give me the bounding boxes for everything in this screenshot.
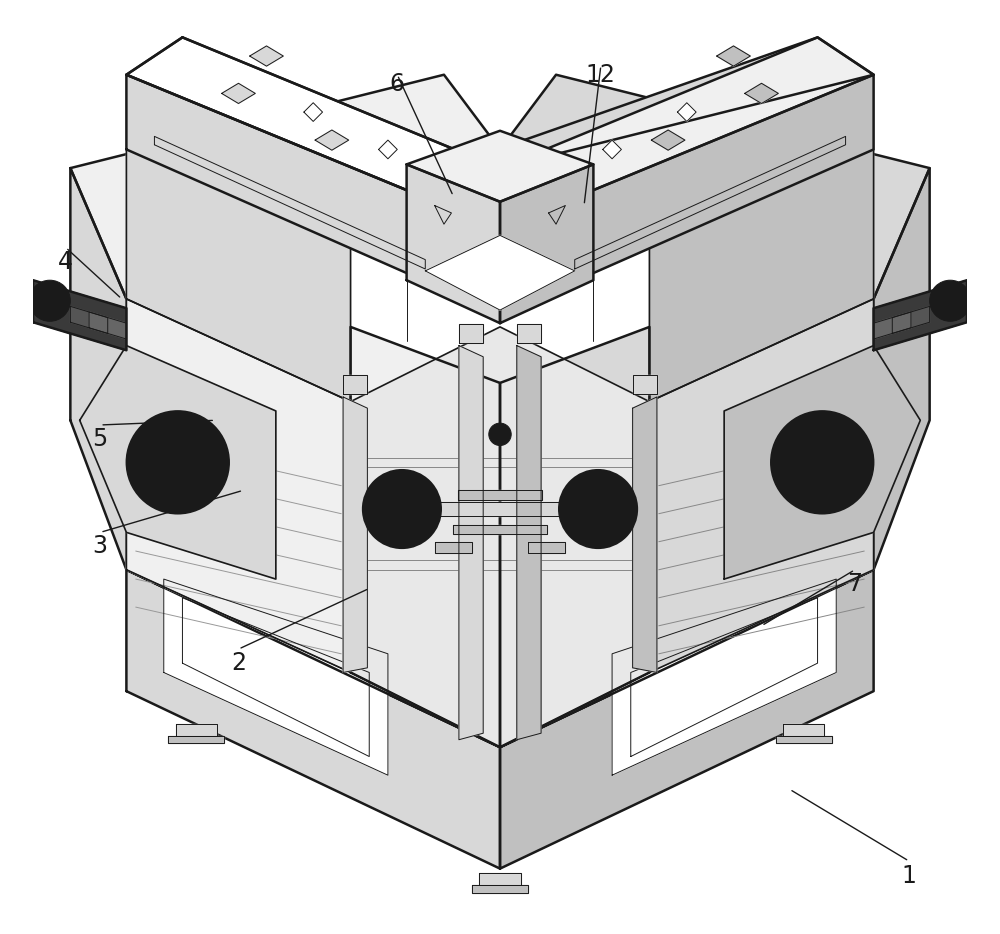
Polygon shape xyxy=(745,83,778,104)
Polygon shape xyxy=(407,131,593,202)
Polygon shape xyxy=(783,724,824,736)
Polygon shape xyxy=(126,299,351,672)
Polygon shape xyxy=(472,885,528,893)
Text: 12: 12 xyxy=(586,63,616,87)
Polygon shape xyxy=(874,168,930,570)
Polygon shape xyxy=(459,346,483,740)
Polygon shape xyxy=(89,312,126,339)
Polygon shape xyxy=(874,312,911,339)
Circle shape xyxy=(930,280,971,321)
Polygon shape xyxy=(315,130,349,150)
Polygon shape xyxy=(304,103,323,121)
Circle shape xyxy=(771,411,874,514)
Polygon shape xyxy=(343,375,367,394)
Polygon shape xyxy=(677,103,696,121)
Polygon shape xyxy=(633,375,657,394)
Polygon shape xyxy=(126,570,500,869)
Circle shape xyxy=(126,411,229,514)
Polygon shape xyxy=(70,75,500,299)
Polygon shape xyxy=(479,873,521,885)
Polygon shape xyxy=(649,149,874,402)
Polygon shape xyxy=(435,542,472,553)
Circle shape xyxy=(150,434,206,490)
Polygon shape xyxy=(70,306,108,333)
Polygon shape xyxy=(500,37,874,205)
Circle shape xyxy=(381,488,422,530)
Polygon shape xyxy=(70,168,126,570)
Polygon shape xyxy=(500,75,930,299)
Polygon shape xyxy=(500,327,649,747)
Polygon shape xyxy=(528,542,565,553)
Polygon shape xyxy=(126,149,351,402)
Polygon shape xyxy=(612,579,836,775)
Text: 1: 1 xyxy=(902,864,917,888)
Polygon shape xyxy=(874,280,967,350)
Polygon shape xyxy=(459,324,483,343)
Polygon shape xyxy=(425,235,575,310)
Circle shape xyxy=(489,423,511,446)
Polygon shape xyxy=(365,502,635,516)
Polygon shape xyxy=(343,397,367,672)
Circle shape xyxy=(813,453,832,472)
Polygon shape xyxy=(717,46,750,66)
Polygon shape xyxy=(126,37,500,205)
Polygon shape xyxy=(517,324,541,343)
Polygon shape xyxy=(649,299,874,672)
Polygon shape xyxy=(517,346,541,740)
Polygon shape xyxy=(724,346,920,579)
Text: 7: 7 xyxy=(847,572,862,596)
Circle shape xyxy=(578,488,619,530)
Polygon shape xyxy=(776,736,832,743)
Circle shape xyxy=(29,280,70,321)
Polygon shape xyxy=(603,140,621,159)
Polygon shape xyxy=(168,736,224,743)
Text: 6: 6 xyxy=(390,72,405,96)
Text: 3: 3 xyxy=(93,534,108,559)
Polygon shape xyxy=(458,490,542,500)
Polygon shape xyxy=(444,37,874,168)
Circle shape xyxy=(559,470,637,548)
Polygon shape xyxy=(351,327,500,747)
Circle shape xyxy=(168,453,187,472)
Polygon shape xyxy=(33,280,126,350)
Polygon shape xyxy=(164,579,388,775)
Polygon shape xyxy=(453,525,547,534)
Polygon shape xyxy=(892,306,930,333)
Text: 5: 5 xyxy=(93,427,108,451)
Polygon shape xyxy=(379,140,397,159)
Polygon shape xyxy=(633,397,657,672)
Polygon shape xyxy=(80,346,276,579)
Circle shape xyxy=(794,434,850,490)
Polygon shape xyxy=(407,164,500,323)
Polygon shape xyxy=(126,392,874,747)
Polygon shape xyxy=(556,75,874,290)
Polygon shape xyxy=(250,46,283,66)
Polygon shape xyxy=(651,130,685,150)
Text: 4: 4 xyxy=(58,249,73,274)
Polygon shape xyxy=(126,37,500,205)
Circle shape xyxy=(363,470,441,548)
Polygon shape xyxy=(176,724,217,736)
Polygon shape xyxy=(500,570,874,869)
Polygon shape xyxy=(500,164,593,323)
Polygon shape xyxy=(126,75,444,290)
Polygon shape xyxy=(126,299,351,672)
Text: 2: 2 xyxy=(231,651,246,675)
Polygon shape xyxy=(351,327,649,747)
Polygon shape xyxy=(222,83,255,104)
